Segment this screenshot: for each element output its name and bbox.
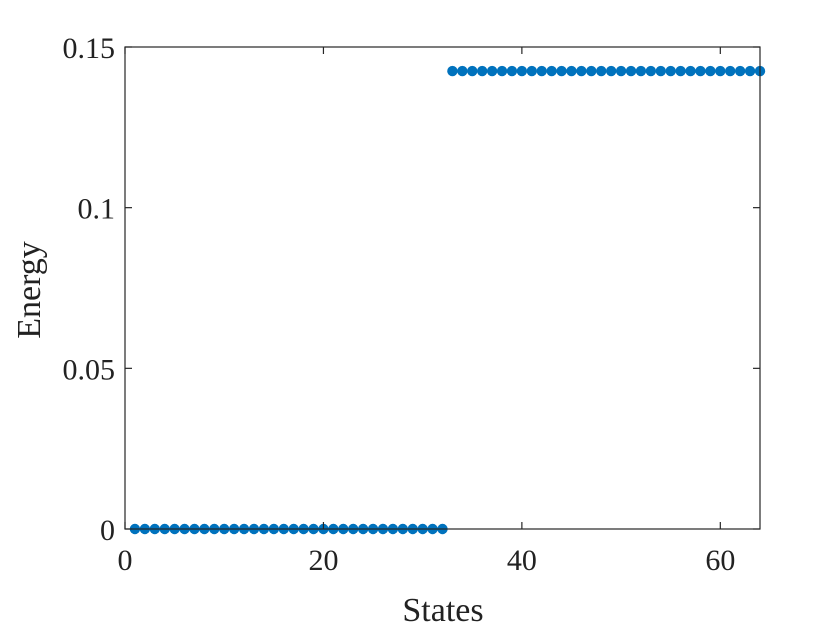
data-point [566,65,577,77]
data-point [615,65,627,77]
data-point [675,65,686,77]
data-point [496,65,508,77]
data-point [685,65,696,77]
data-point [586,65,597,77]
data-point [516,65,528,77]
y-tick-label: 0.05 [63,353,116,386]
data-point [625,65,637,77]
axes-box [124,46,761,530]
x-tick-label: 40 [507,544,537,577]
data-point [605,65,617,77]
data-point [447,65,458,77]
y-axis-label: Energy [11,241,48,339]
data-point [596,65,607,77]
y-tick-label: 0.15 [63,32,116,65]
data-point [526,65,537,77]
data-point [536,65,547,77]
plot-area [129,65,766,535]
data-point [645,65,657,77]
data-point [744,65,756,77]
data-point [725,65,736,77]
data-point [476,65,488,77]
data-point [705,65,716,77]
data-point [635,65,647,77]
data-point [695,65,706,77]
data-point [734,65,746,77]
data-point [655,65,666,77]
data-point [506,65,518,77]
data-point [467,65,478,77]
data-point [665,65,676,77]
x-tick-label: 0 [118,544,133,577]
axes: 0 20 40 60 0 0.05 0.1 0.15 [63,32,761,577]
y-tick-label: 0 [100,514,115,547]
data-point [457,65,468,77]
x-axis-label: States [402,592,483,629]
data-point [546,65,557,77]
data-point [556,65,567,77]
data-point [715,65,726,77]
y-tick-label: 0.1 [78,193,116,226]
data-point [576,65,587,77]
data-point [486,65,498,77]
x-tick-label: 20 [308,544,338,577]
x-tick-label: 60 [705,544,735,577]
